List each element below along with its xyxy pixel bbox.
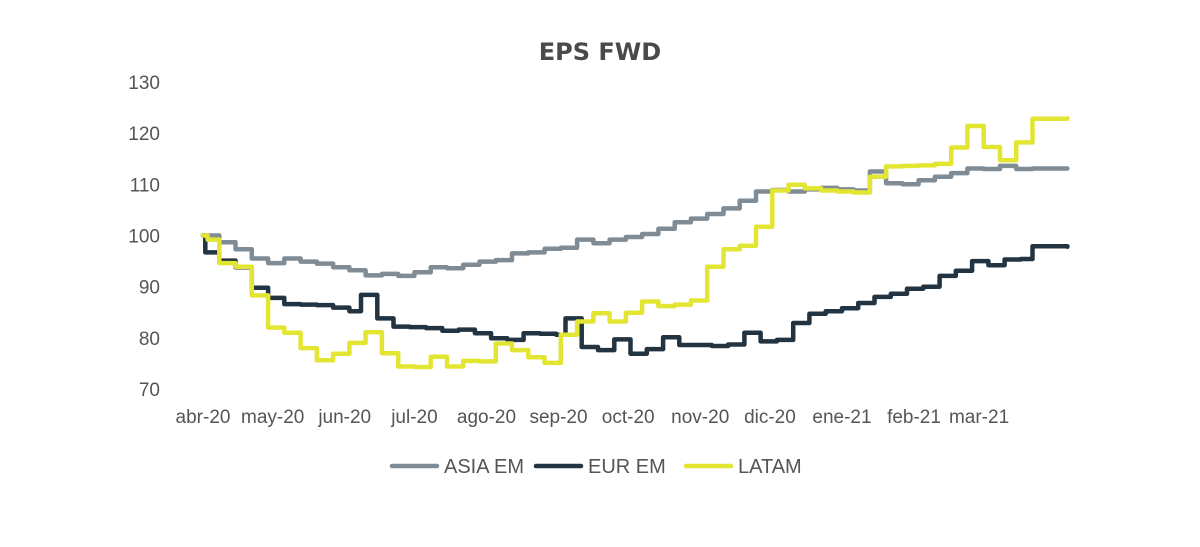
x-tick-label: jun-20 [317, 407, 371, 428]
series-line-eur-em [200, 233, 1070, 356]
legend-item-latam: LATAM [683, 456, 802, 478]
legend-item-asia-em: ASIA EM [389, 456, 524, 478]
chart-title: EPS FWD [539, 38, 661, 66]
y-tick-label: 120 [128, 124, 160, 145]
y-tick-label: 100 [128, 227, 160, 248]
series-line-asia-em [200, 163, 1070, 279]
y-tick-label: 90 [139, 278, 160, 299]
y-tick-label: 130 [128, 73, 160, 94]
x-axis: abr-20 may-20 jun-20 jul-20 ago-20 sep-20 oct-… [176, 407, 1010, 428]
legend-label: ASIA EM [444, 456, 524, 478]
legend-item-eur-em: EUR EM [533, 456, 666, 478]
x-tick-label: sep-20 [529, 407, 587, 428]
x-tick-label: ene-21 [812, 407, 871, 428]
y-tick-label: 70 [139, 380, 160, 401]
legend-label: LATAM [738, 456, 802, 478]
x-tick-label: nov-20 [671, 407, 729, 428]
x-tick-label: mar-21 [949, 407, 1009, 428]
legend-label: EUR EM [588, 456, 666, 478]
y-tick-label: 80 [139, 329, 160, 350]
plot-area [200, 116, 1070, 370]
x-tick-label: oct-20 [602, 407, 655, 428]
y-axis: 130 120 110 100 90 80 70 [128, 73, 160, 401]
x-tick-label: may-20 [241, 407, 304, 428]
y-tick-label: 110 [130, 175, 160, 196]
x-tick-label: dic-20 [744, 407, 796, 428]
legend: ASIA EM EUR EM LATAM [389, 456, 802, 478]
x-tick-label: jul-20 [390, 407, 437, 428]
x-tick-label: feb-21 [887, 407, 941, 428]
x-tick-label: ago-20 [457, 407, 516, 428]
x-tick-label: abr-20 [176, 407, 231, 428]
series-line-latam [200, 116, 1070, 370]
